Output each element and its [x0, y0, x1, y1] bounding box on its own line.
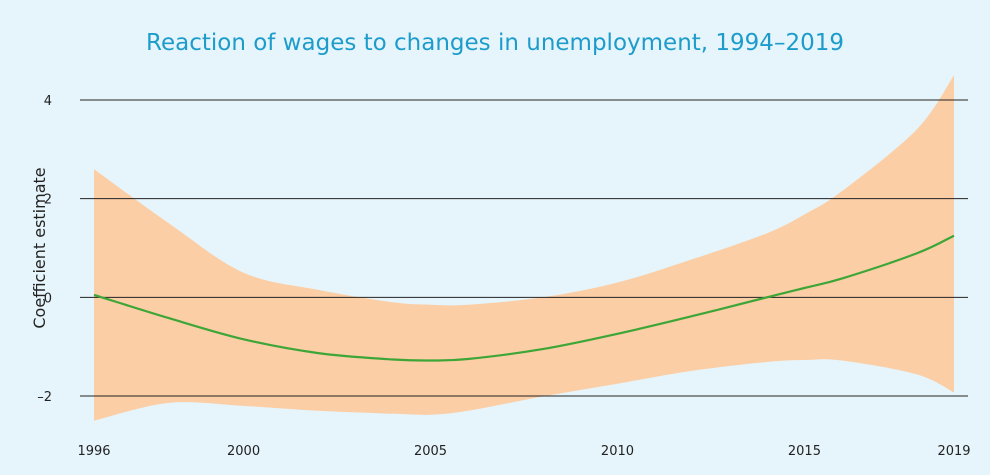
y-tick-label: 0: [44, 291, 52, 306]
x-tick-label: 2000: [227, 444, 260, 459]
x-tick-label: 2005: [414, 444, 447, 459]
x-tick-label: 2015: [788, 444, 821, 459]
chart-title: Reaction of wages to changes in unemploy…: [146, 30, 844, 56]
y-tick-label: –2: [37, 390, 52, 405]
confidence-band: [94, 75, 954, 421]
x-tick-label: 2010: [601, 444, 634, 459]
estimate-line: [93, 234, 955, 362]
x-tick-label: 2019: [937, 444, 970, 459]
y-tick-label: 2: [44, 193, 52, 208]
x-tick-label: 1996: [77, 444, 110, 459]
y-tick-label: 4: [44, 94, 52, 109]
y-axis-label: Coefficient estimate: [30, 167, 49, 328]
